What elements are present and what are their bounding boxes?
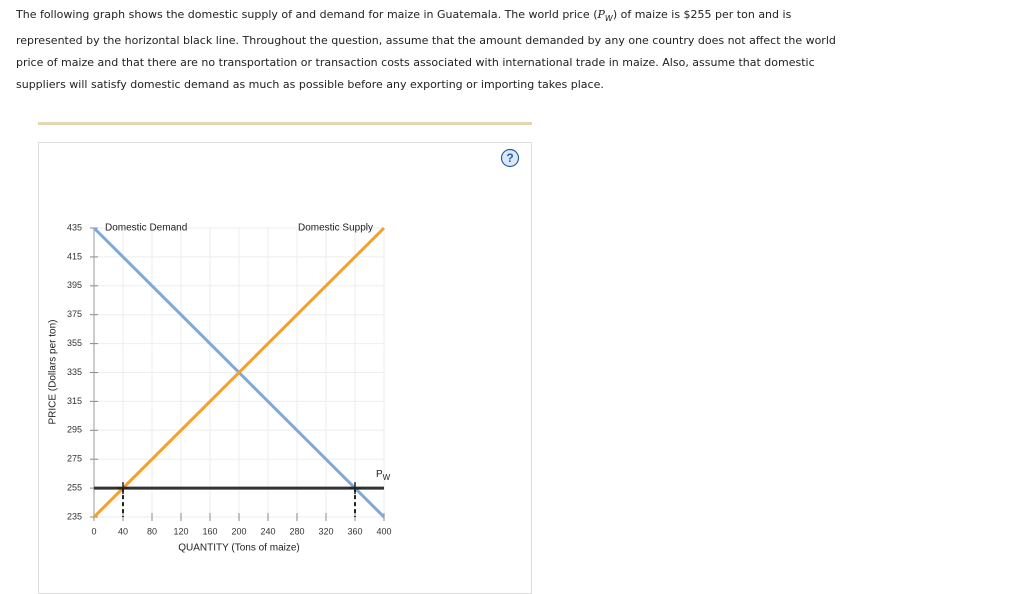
intersection-marker [349, 482, 361, 495]
series-label: Domestic Demand [105, 223, 187, 234]
x-tick-label: 160 [202, 526, 217, 536]
y-axis-label: PRICE (Dollars per ton) [48, 319, 59, 424]
y-tick-label: 375 [67, 309, 82, 319]
x-tick-label: 360 [347, 526, 362, 536]
x-tick-label: 120 [173, 526, 188, 536]
series-label-main: P [376, 469, 383, 480]
y-tick-label: 295 [67, 425, 82, 435]
y-tick-label: 395 [67, 280, 82, 290]
y-tick-label: 335 [67, 367, 82, 377]
help-icon-circle[interactable] [500, 148, 520, 168]
x-tick-label: 80 [147, 526, 157, 536]
series-label: PW [376, 469, 391, 482]
text: ) of maize is $255 per ton and is repres… [16, 8, 836, 92]
symbol: P [597, 8, 605, 21]
series-line [92, 226, 386, 519]
y-tick-label: 275 [67, 454, 82, 464]
intersection-marker [117, 482, 129, 495]
x-tick-label: 200 [231, 526, 246, 536]
x-tick-label: 240 [260, 526, 275, 536]
x-tick-label: 40 [118, 526, 128, 536]
series-label: Domestic Supply [298, 223, 373, 234]
symbol-sub: W [604, 14, 613, 24]
series-label-sub: W [383, 473, 391, 482]
x-tick-label: 320 [318, 526, 333, 536]
help-icon[interactable]: ? [506, 151, 513, 165]
y-tick-label: 435 [67, 222, 82, 232]
y-tick-label: 255 [67, 482, 82, 492]
x-tick-label: 0 [91, 526, 96, 536]
x-tick-label: 280 [289, 526, 304, 536]
x-axis-label: QUANTITY (Tons of maize) [178, 543, 300, 554]
divider [38, 122, 532, 125]
x-tick-label: 400 [376, 526, 391, 536]
y-tick-label: 235 [67, 511, 82, 521]
y-tick-label: 415 [67, 251, 82, 261]
y-tick-label: 355 [67, 338, 82, 348]
text: The following graph shows the domestic s… [16, 8, 598, 21]
y-tick-label: 315 [67, 396, 82, 406]
question-text: The following graph shows the domestic s… [16, 4, 846, 96]
